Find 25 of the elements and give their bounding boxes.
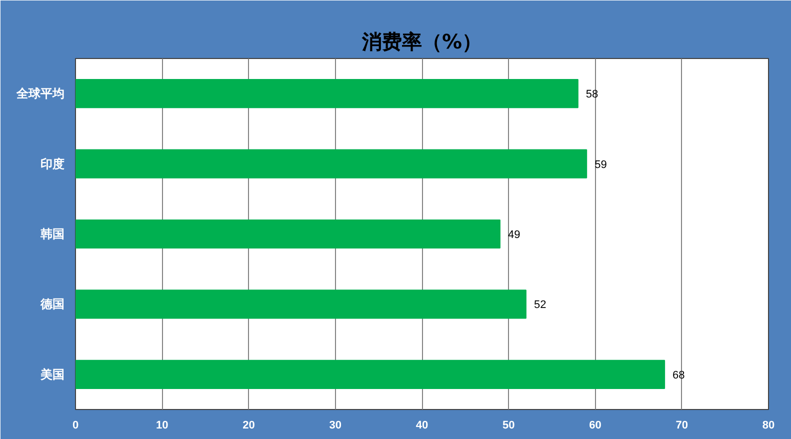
y-tick-label: 韩国 [40,227,64,241]
x-tick-label: 80 [762,420,775,432]
bar [76,219,500,249]
y-tick-label: 印度 [40,156,64,171]
bar [76,290,526,319]
x-tick-label: 60 [589,420,602,432]
x-tick-label: 70 [676,420,688,432]
data-label: 68 [672,369,685,382]
y-tick-label: 美国 [40,367,64,382]
bar [76,149,588,178]
bar [76,360,666,389]
chart-title: 消费率（%） [360,30,482,54]
data-label: 59 [594,158,607,171]
y-tick-label: 全球平均 [16,86,64,101]
data-label: 52 [534,299,546,312]
x-tick-label: 20 [242,420,255,432]
x-tick-label: 30 [329,420,342,432]
bar [76,79,578,108]
x-tick-label: 0 [72,420,79,432]
x-tick-label: 40 [416,420,428,432]
y-tick-label: 德国 [40,297,64,312]
x-tick-label: 50 [502,420,515,432]
x-tick-label: 10 [156,420,168,432]
data-label: 49 [508,229,520,241]
data-label: 58 [586,88,598,101]
